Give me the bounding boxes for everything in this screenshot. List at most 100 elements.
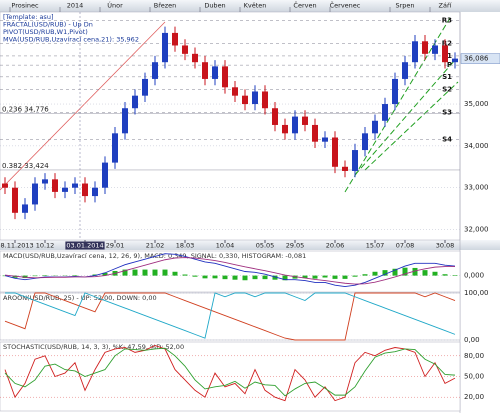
month-bar [0, 0, 500, 12]
date-bar [0, 240, 500, 250]
candle-body [412, 41, 418, 63]
candle-body [202, 62, 208, 79]
histogram-bar [342, 275, 348, 279]
histogram-bar [402, 267, 408, 276]
histogram-bar [172, 271, 178, 276]
candle-body [352, 150, 358, 171]
candle-body [292, 116, 298, 134]
candle-body [252, 91, 258, 105]
candle-body [242, 95, 248, 105]
candle-body [112, 133, 118, 163]
month-label: Březen [154, 2, 177, 10]
legend-entry: [Template: asu] [3, 13, 53, 21]
histogram-bar [192, 275, 198, 277]
channel-line [344, 17, 451, 193]
candle-body [62, 187, 68, 192]
month-label: Květen [244, 2, 267, 10]
fib-label: 0.382 33,424 [2, 162, 49, 170]
histogram-bar [392, 268, 398, 276]
histogram-bar [382, 270, 388, 276]
candle-body [72, 183, 78, 188]
x-tick-label: 29.05 [286, 242, 305, 250]
candle-body [262, 91, 268, 109]
x-tick-label: 30.08 [436, 242, 455, 250]
candle-body [282, 124, 288, 134]
candle-body [82, 183, 88, 197]
histogram-bar [142, 269, 148, 276]
cursor-date-box [65, 241, 105, 250]
histogram-bar [132, 269, 138, 276]
y-tick-label: 20,00 [464, 393, 484, 401]
histogram-bar [332, 275, 338, 279]
candle-body [102, 162, 108, 188]
candle-body [182, 45, 188, 54]
candle-body [2, 183, 8, 188]
histogram-bar [352, 275, 358, 277]
histogram-bar [42, 275, 48, 276]
indicator-title: MACD(USD/RUB,Uzavírací cena, 12, 26, 9),… [3, 252, 306, 260]
histogram-bar [322, 275, 328, 278]
histogram-bar [302, 275, 308, 279]
pivot-label: P [447, 61, 452, 69]
indicator-title: AROON(USD/RUB, 25) - UP: 52,00, DOWN: 0,… [3, 294, 157, 302]
indicator-line [4, 344, 456, 402]
channel-line [364, 81, 459, 171]
candle-body [342, 166, 348, 171]
price-panel [0, 11, 461, 241]
y-tick-label: 34,000 [464, 142, 489, 150]
histogram-bar [312, 275, 318, 279]
histogram-bar [432, 271, 438, 276]
indicator-title: STOCHASTIC(USD/RUB, 14, 3, 3), %K: 47,59… [3, 343, 184, 351]
pivot-label: S4 [442, 136, 452, 144]
candle-body [442, 45, 448, 63]
y-tick-label: 80,00 [464, 352, 484, 360]
candle-body [172, 32, 178, 46]
month-label: Prosinec [11, 2, 39, 10]
pivot-label: R2 [442, 39, 452, 47]
candle-body [232, 87, 238, 96]
candle-body [392, 78, 398, 105]
month-label: Duben [204, 2, 225, 10]
histogram-bar [102, 272, 108, 276]
histogram-bar [232, 275, 238, 280]
candle-body [302, 116, 308, 125]
candle-body [222, 66, 228, 88]
month-label: Červen [293, 1, 316, 10]
histogram-bar [372, 271, 378, 276]
histogram-bar [442, 274, 448, 276]
candle-body [162, 32, 168, 63]
histogram-bar [452, 275, 458, 276]
x-tick-label: 20.06 [326, 242, 345, 250]
histogram-bar [282, 275, 288, 281]
x-tick-label: 10.12 [36, 242, 55, 250]
candle-body [432, 45, 438, 54]
pivot-label: S3 [442, 108, 452, 116]
candle-body [12, 187, 18, 213]
candle-body [22, 204, 28, 213]
candle-body [132, 95, 138, 109]
histogram-bar [182, 274, 188, 276]
histogram-bar [422, 270, 428, 276]
x-tick-label: 18.03 [176, 242, 195, 250]
y-tick-label: 33,000 [464, 184, 489, 192]
candle-body [152, 62, 158, 79]
legend-entry: FRACTAL(USD/RUB) - Up Dn [3, 21, 93, 29]
indicator-panel [0, 292, 461, 341]
candle-body [332, 137, 338, 167]
histogram-bar [222, 275, 228, 280]
histogram-bar [152, 269, 158, 276]
candle-body [52, 179, 58, 192]
candle-body [312, 124, 318, 142]
indicator-line [4, 257, 455, 285]
x-tick-label: 21.02 [146, 242, 165, 250]
candle-body [192, 53, 198, 63]
month-label: Srpen [395, 2, 414, 10]
candle-body [402, 62, 408, 79]
histogram-bar [272, 275, 278, 280]
x-tick-label: 05.05 [256, 242, 275, 250]
indicator-line [5, 292, 456, 339]
candle-body [32, 183, 38, 205]
y-tick-label: 50,00 [464, 373, 484, 381]
pivot-label: S1 [442, 73, 452, 81]
